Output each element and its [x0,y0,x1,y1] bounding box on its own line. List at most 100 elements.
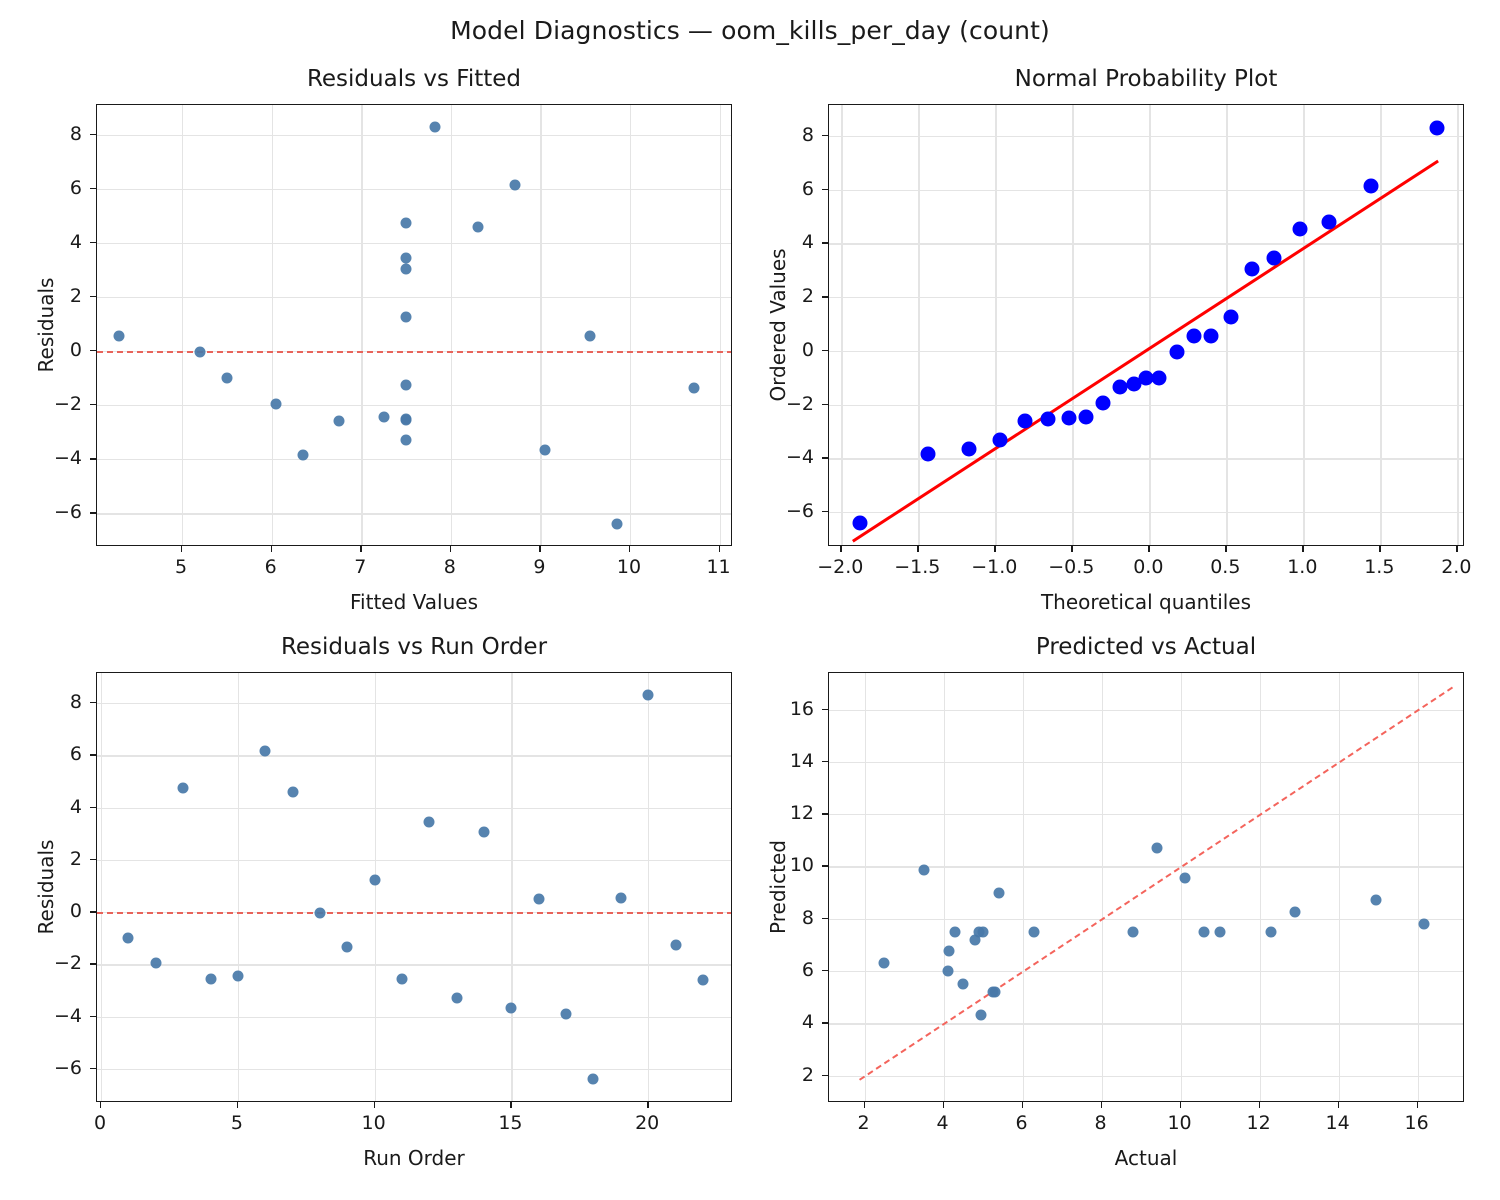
data-point[interactable] [221,372,233,384]
data-point[interactable] [615,892,627,904]
data-point[interactable] [1126,376,1142,392]
data-point[interactable] [270,398,282,410]
data-point[interactable] [1321,214,1337,230]
data-point[interactable] [472,221,484,233]
data-point[interactable] [1040,411,1056,427]
data-point[interactable] [314,907,326,919]
data-point[interactable] [1151,842,1163,854]
data-point[interactable] [378,411,390,423]
data-point[interactable] [587,1073,599,1085]
data-point[interactable] [1203,328,1219,344]
y-tick-label: 8 [69,691,82,714]
data-point[interactable] [878,957,890,969]
data-point[interactable] [113,330,125,342]
data-point[interactable] [1169,344,1185,360]
data-point[interactable] [642,689,654,701]
data-point[interactable] [400,252,412,264]
x-tick-label: 2.0 [1441,556,1472,578]
data-point[interactable] [509,179,521,191]
data-point[interactable] [400,311,412,323]
y-tick-mark [822,134,828,137]
data-point[interactable] [957,978,969,990]
data-point[interactable] [400,217,412,229]
data-point[interactable] [1418,918,1430,930]
data-point[interactable] [688,382,700,393]
gridline-vertical [1417,673,1419,1101]
data-point[interactable] [975,1009,987,1021]
data-point[interactable] [852,515,868,531]
data-point[interactable] [1179,872,1191,884]
data-point[interactable] [949,926,961,938]
data-point[interactable] [942,965,953,977]
data-point[interactable] [1017,413,1033,429]
data-point[interactable] [205,973,217,985]
plot-area[interactable] [96,672,732,1102]
data-point[interactable] [1244,261,1260,277]
data-point[interactable] [400,413,412,425]
data-point[interactable] [1078,409,1094,425]
y-axis-label: Ordered Values [766,248,790,402]
data-point[interactable] [177,782,189,794]
data-point[interactable] [396,973,408,985]
data-point[interactable] [1292,221,1308,237]
data-point[interactable] [400,263,412,275]
data-point[interactable] [451,992,463,1004]
data-point[interactable] [989,986,1001,998]
data-point[interactable] [369,874,381,885]
data-point[interactable] [993,887,1005,899]
data-point[interactable] [1028,926,1040,938]
data-point[interactable] [478,826,490,838]
data-point[interactable] [1214,926,1226,938]
data-point[interactable] [1112,379,1128,395]
data-point[interactable] [1370,894,1382,906]
data-point[interactable] [539,444,551,456]
data-point[interactable] [1266,250,1282,266]
data-point[interactable] [1151,370,1167,386]
data-point[interactable] [259,745,271,757]
data-point[interactable] [611,518,623,530]
data-point[interactable] [333,415,345,427]
data-point[interactable] [1265,926,1277,938]
data-point[interactable] [1138,370,1154,386]
data-point[interactable] [670,939,682,951]
data-point[interactable] [943,945,955,957]
data-point[interactable] [961,441,977,457]
data-point[interactable] [1289,906,1301,918]
data-point[interactable] [400,434,412,446]
data-point[interactable] [1429,120,1445,136]
data-point[interactable] [400,379,412,391]
data-point[interactable] [918,864,930,876]
data-point[interactable] [920,446,936,462]
data-point[interactable] [977,926,989,938]
data-point[interactable] [1127,926,1139,938]
data-point[interactable] [341,941,353,953]
data-point[interactable] [232,970,244,982]
data-point[interactable] [969,934,981,946]
data-point[interactable] [992,432,1008,448]
plot-area[interactable] [96,104,732,546]
data-point[interactable] [1223,309,1239,325]
gridline-vertical [511,673,513,1101]
x-tick-label: 8 [1094,1112,1107,1134]
data-point[interactable] [287,786,299,798]
plot-area[interactable] [828,672,1464,1102]
data-point[interactable] [423,816,435,828]
data-point[interactable] [560,1008,572,1020]
data-point[interactable] [1198,926,1210,938]
data-point[interactable] [1363,178,1379,194]
y-tick-label: 4 [69,795,82,818]
data-point[interactable] [1186,328,1202,344]
data-point[interactable] [697,974,709,986]
data-point[interactable] [429,121,441,133]
data-point[interactable] [150,957,162,969]
data-point[interactable] [1095,395,1111,411]
data-point[interactable] [297,449,309,461]
plot-area[interactable] [828,104,1464,546]
data-point[interactable] [122,932,134,944]
data-point[interactable] [533,893,545,905]
data-point[interactable] [584,330,596,342]
data-point[interactable] [194,346,206,358]
x-tick-label: 9 [533,556,546,578]
data-point[interactable] [1061,410,1077,426]
data-point[interactable] [505,1002,517,1014]
